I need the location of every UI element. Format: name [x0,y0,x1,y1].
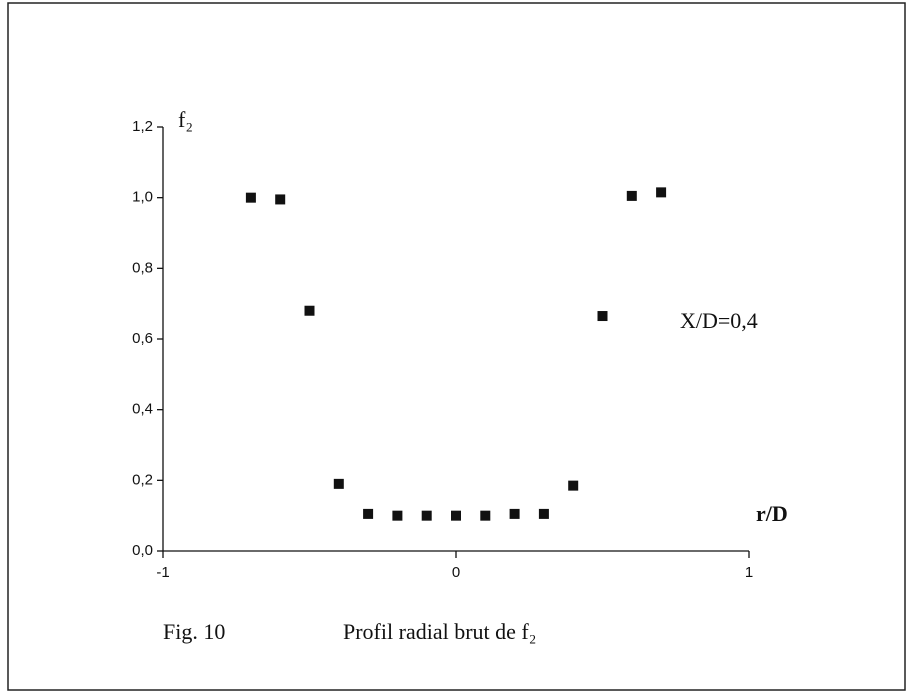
y-tick-label: 0,8 [132,259,153,276]
point [421,510,432,521]
y-tick-label: 0,6 [132,330,153,347]
x-tick-label: 0 [452,564,460,581]
point [626,190,637,201]
point [656,187,667,198]
y-tick-label: 0,0 [132,542,153,559]
y-tick-label: 0,4 [132,401,153,418]
y-tick-label: 0,2 [132,471,153,488]
point [333,478,344,489]
chart-title: Profil radial brut de f₂ [343,619,536,644]
y-tick-label: 1,2 [132,118,153,135]
point [509,508,520,519]
x-tick-label: -1 [156,564,169,581]
point [597,311,608,322]
point [480,510,491,521]
y-axis-label: f₂ [178,107,193,132]
point [245,192,256,203]
x-tick-label: 1 [745,564,753,581]
x-axis-label: r/D [756,501,788,526]
point [304,305,315,316]
caption: Fig. 10 [163,619,225,644]
point [538,508,549,519]
frame [7,2,906,691]
point [568,480,579,491]
point [363,508,374,519]
y-tick-label: 1,0 [132,189,153,206]
point [451,510,461,521]
point [392,510,403,521]
annotation: X/D=0,4 [680,308,758,333]
point [275,194,286,205]
